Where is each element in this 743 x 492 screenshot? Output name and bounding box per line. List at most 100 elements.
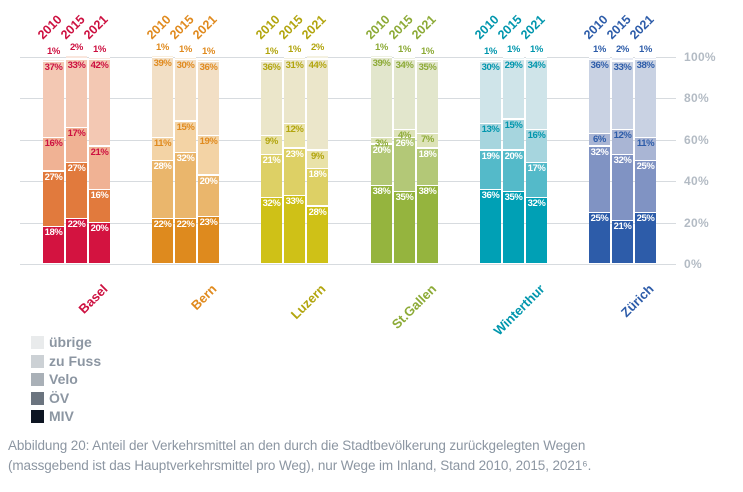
segment-label-Basel-2015-zu Fuss: 33%: [67, 59, 86, 71]
segment-label-Bern-2021-Velo: 19%: [199, 136, 218, 148]
gridline-100: [20, 57, 676, 58]
segment-label-Bern-2021-zu Fuss: 36%: [199, 61, 218, 73]
segment-St.Gallen-2010-ÖV: 20%: [371, 144, 392, 185]
segment-label-Luzern-2015-uebrige: 1%: [288, 44, 301, 55]
segment-Winterthur-2010-ÖV: 19%: [480, 150, 501, 189]
segment-Zürich-2015-zu Fuss: 33%: [612, 61, 633, 129]
segment-label-Luzern-2015-Velo: 12%: [285, 123, 304, 135]
ytick-label-100: 100%: [684, 50, 716, 64]
year-label-St.Gallen-2015: 2015: [386, 12, 416, 42]
segment-Luzern-2021-zu Fuss: 44%: [307, 59, 328, 150]
year-label-Winterthur-2010: 2010: [472, 12, 502, 42]
segment-Luzern-2010-zu Fuss: 36%: [261, 61, 282, 135]
segment-label-Zürich-2010-zu Fuss: 36%: [590, 59, 609, 71]
segment-St.Gallen-2010-zu Fuss: 39%: [371, 57, 392, 138]
segment-Zürich-2021-Velo: 11%: [635, 138, 656, 160]
segment-label-Luzern-2021-uebrige: 2%: [311, 41, 324, 53]
legend-label-übrige: übrige: [49, 334, 92, 350]
gridline-0: [20, 264, 676, 265]
segment-label-Zürich-2021-ÖV: 25%: [636, 161, 655, 173]
segment-label-Basel-2010-ÖV: 27%: [44, 171, 63, 183]
segment-Luzern-2021-MIV: 28%: [307, 206, 328, 264]
segment-Basel-2015-zu Fuss: 33%: [66, 59, 87, 127]
segment-label-Winterthur-2015-Velo: 15%: [504, 119, 523, 131]
year-label-Winterthur-2021: 2021: [518, 12, 548, 42]
segment-St.Gallen-2010-Velo: 3%: [371, 138, 392, 148]
segment-Bern-2021-übrige: [198, 59, 219, 61]
segment-Winterthur-2021-ÖV: 17%: [526, 163, 547, 198]
segment-Luzern-2010-übrige: [261, 59, 282, 61]
segment-Winterthur-2021-MIV: 32%: [526, 198, 547, 264]
segment-Luzern-2015-zu Fuss: 31%: [284, 59, 305, 123]
segment-label-Luzern-2010-uebrige: 1%: [265, 46, 278, 58]
segment-label-Winterthur-2010-Velo: 13%: [481, 123, 500, 135]
segment-label-Basel-2021-Velo: 21%: [90, 146, 109, 158]
ytick-label-60: 60%: [684, 132, 709, 147]
legend-swatch-zu Fuss: [31, 354, 44, 368]
ytick-label-40: 40%: [684, 174, 709, 189]
segment-Basel-2010-MIV: 18%: [43, 227, 64, 264]
segment-Bern-2010-ÖV: 28%: [152, 161, 173, 218]
chart-area: 0% 20% 40% 60% 80% 100% 2010 18% 27% 16% 37% 1% 2015…: [20, 12, 716, 338]
segment-label-Basel-2021-ÖV: 16%: [90, 190, 109, 202]
segment-label-Winterthur-2021-uebrige: 1%: [530, 44, 543, 55]
legend-swatch-übrige: [31, 336, 44, 349]
segment-label-Luzern-2015-MIV: 33%: [285, 196, 304, 208]
figure-caption-line2: (massgebend ist das Hauptverkehrsmittel …: [8, 458, 592, 473]
segment-label-Zürich-2010-ÖV: 32%: [590, 146, 609, 158]
segment-Winterthur-2010-übrige: [480, 59, 501, 61]
segment-Winterthur-2021-Velo: 16%: [526, 130, 547, 162]
year-label-Zürich-2021: 2021: [627, 12, 657, 42]
segment-Bern-2021-ÖV: 20%: [198, 175, 219, 216]
segment-label-Basel-2021-uebrige: 1%: [93, 44, 106, 55]
segment-Luzern-2015-Velo: 12%: [284, 123, 305, 148]
segment-Basel-2021-zu Fuss: 42%: [89, 59, 110, 146]
gridline-60: [20, 139, 676, 141]
legend-row-ÖV: ÖV: [31, 390, 151, 406]
segment-label-St.Gallen-2010-ÖV: 20%: [372, 144, 391, 156]
segment-Zürich-2021-ÖV: 25%: [635, 161, 656, 212]
gridline-20: [20, 222, 676, 224]
segment-label-Basel-2021-zu Fuss: 42%: [90, 59, 109, 71]
segment-label-Luzern-2015-ÖV: 23%: [285, 148, 304, 160]
segment-label-Luzern-2010-zu Fuss: 36%: [262, 61, 281, 73]
segment-St.Gallen-2021-MIV: 38%: [417, 186, 438, 264]
segment-label-Basel-2010-uebrige: 1%: [47, 46, 60, 58]
segment-Luzern-2021-ÖV: 18%: [307, 169, 328, 206]
segment-label-Basel-2010-zu Fuss: 37%: [44, 61, 63, 73]
segment-label-Bern-2015-zu Fuss: 30%: [176, 59, 195, 71]
segment-label-St.Gallen-2021-ÖV: 18%: [418, 148, 437, 160]
segment-Basel-2010-Velo: 16%: [43, 138, 64, 171]
segment-label-Zürich-2015-ÖV: 32%: [613, 154, 632, 166]
segment-label-Winterthur-2021-ÖV: 17%: [527, 163, 546, 175]
segment-St.Gallen-2015-übrige: [394, 57, 415, 59]
segment-label-Bern-2010-zu Fuss: 39%: [153, 57, 172, 69]
figure-caption-line1: Abbildung 20: Anteil der Verkehrsmittel …: [8, 438, 586, 453]
segment-Luzern-2010-Velo: 9%: [261, 136, 282, 154]
segment-label-Zürich-2010-Velo: 6%: [593, 134, 606, 146]
segment-Basel-2021-Velo: 21%: [89, 146, 110, 189]
year-label-Basel-2015: 2015: [58, 12, 88, 42]
segment-St.Gallen-2021-Velo: 7%: [417, 134, 438, 148]
segment-label-Basel-2010-Velo: 16%: [44, 138, 63, 150]
segment-label-Basel-2015-uebrige: 2%: [70, 41, 83, 53]
segment-label-St.Gallen-2021-uebrige: 1%: [421, 46, 434, 58]
segment-Winterthur-2010-zu Fuss: 30%: [480, 61, 501, 123]
segment-label-St.Gallen-2021-Velo: 7%: [421, 134, 434, 146]
segment-Basel-2010-ÖV: 27%: [43, 171, 64, 227]
segment-Luzern-2010-MIV: 32%: [261, 198, 282, 264]
segment-label-Luzern-2021-ÖV: 18%: [308, 169, 327, 181]
segment-label-Luzern-2010-ÖV: 21%: [262, 154, 281, 166]
segment-Basel-2021-MIV: 20%: [89, 223, 110, 264]
segment-label-Bern-2021-MIV: 23%: [199, 217, 218, 229]
segment-label-Zürich-2021-uebrige: 1%: [639, 44, 652, 55]
segment-label-Zürich-2021-zu Fuss: 38%: [636, 59, 655, 71]
segment-Bern-2010-Velo: 11%: [152, 138, 173, 160]
segment-label-Winterthur-2010-uebrige: 1%: [484, 46, 497, 58]
ytick-label-20: 20%: [684, 215, 709, 230]
segment-Winterthur-2010-MIV: 36%: [480, 190, 501, 264]
segment-Zürich-2015-ÖV: 32%: [612, 154, 633, 220]
segment-label-Luzern-2015-zu Fuss: 31%: [285, 59, 304, 71]
segment-label-St.Gallen-2010-MIV: 38%: [372, 186, 391, 198]
